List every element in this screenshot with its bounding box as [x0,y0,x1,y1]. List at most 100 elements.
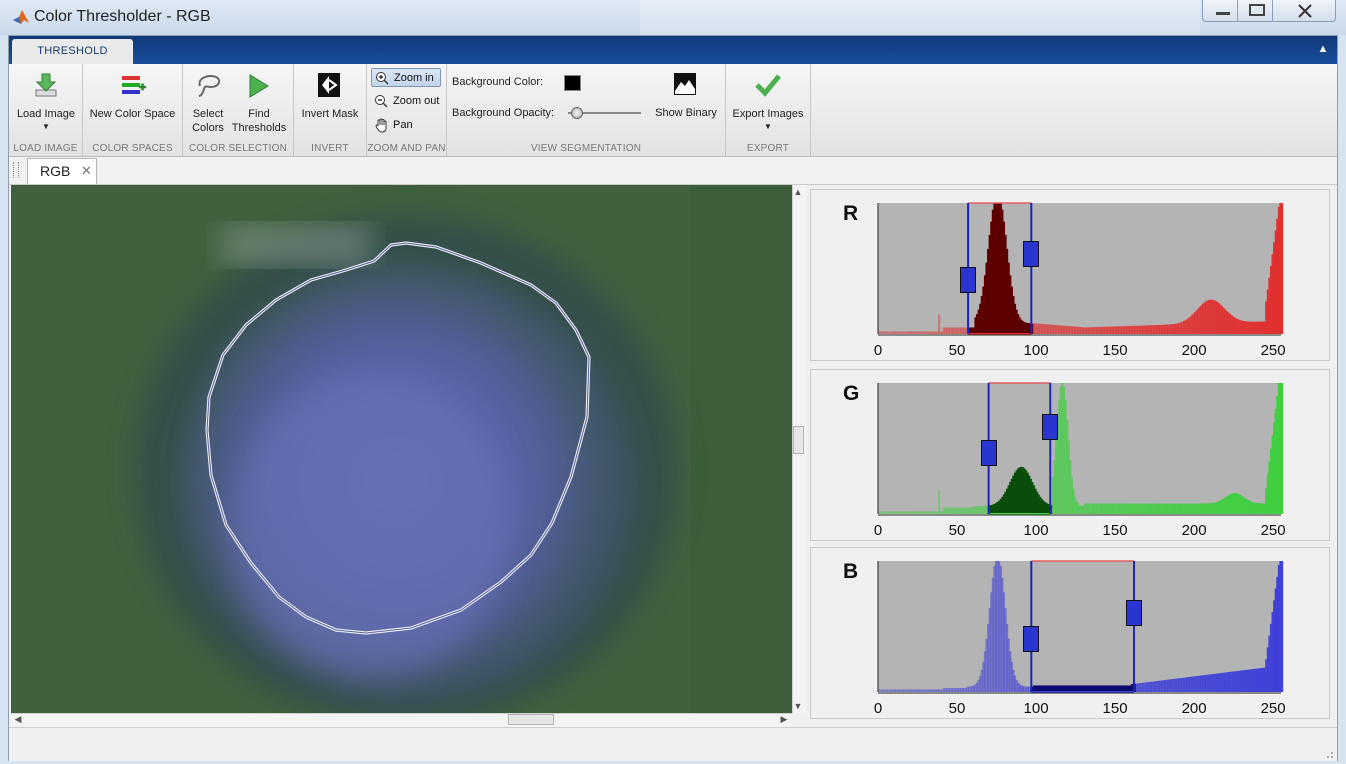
close-tab-icon[interactable]: ✕ [81,163,92,178]
scroll-down-icon[interactable]: ▼ [793,701,803,711]
new-color-space-button[interactable]: New Color Space [86,70,179,120]
select-colors-label-line1: Select [192,108,224,120]
x-tick-label: 0 [873,522,883,539]
x-tick-label: 150 [1102,522,1128,539]
document-tab-rgb[interactable] [27,158,97,184]
tab-threshold[interactable]: THRESHOLD [12,39,133,64]
background-window-strip [640,0,1200,35]
zoom-out-icon [375,95,388,108]
find-thresholds-label-line2: Thresholds [231,122,287,134]
threshold-min-handle[interactable] [980,440,997,466]
section-label-color-spaces: COLOR SPACES [92,143,173,154]
invert-mask-label: Invert Mask [301,108,359,120]
find-thresholds-button[interactable]: Find Thresholds [230,70,288,134]
section-label-load-image: LOAD IMAGE [13,143,78,154]
select-colors-label-line2: Colors [192,122,224,134]
resize-grip-icon[interactable] [1324,746,1334,758]
zoom-out-button[interactable]: Zoom out [371,92,443,111]
background-color-label: Background Color: [452,76,544,88]
histogram-panel-r [810,189,1330,361]
background-opacity-slider-thumb[interactable] [570,107,583,119]
x-tick-label: 200 [1181,700,1207,717]
binary-image-icon [674,73,696,95]
collapse-icon: ▲ [1317,43,1329,55]
x-tick-label: 100 [1023,522,1049,539]
histogram-channel-letter: B [843,560,859,583]
histogram-channel-letter: G [843,382,860,405]
show-binary-button[interactable]: Show Binary [650,70,722,120]
histogram-channel-letter: R [843,202,859,225]
scroll-left-icon[interactable]: ◀ [14,714,22,724]
threshold-max-handle[interactable] [1042,414,1059,440]
grip-handle-icon[interactable] [13,162,19,178]
x-tick-label: 100 [1023,342,1049,359]
dropdown-arrow-icon: ▼ [764,122,772,131]
window-title: Color Thresholder - RGB [34,8,211,25]
x-tick-label: 100 [1023,700,1049,717]
section-export: EXPORT [726,64,811,156]
document-tab-label: RGB [40,163,71,179]
checkmark-icon [755,74,781,97]
x-tick-label: 250 [1260,700,1286,717]
horizontal-scroll-thumb[interactable] [508,714,554,725]
document-tab-bar [9,157,1337,185]
zoom-in-button[interactable]: Zoom in [371,68,441,87]
load-image-button[interactable]: Load Image ▼ [14,70,78,132]
horizontal-scrollbar[interactable] [11,713,792,727]
threshold-min-handle[interactable] [1023,626,1040,652]
new-color-space-icon [122,76,146,94]
toolstrip [9,64,1337,157]
new-color-space-label: New Color Space [89,108,176,120]
x-tick-label: 200 [1181,342,1207,359]
select-colors-button[interactable]: Select Colors [186,70,230,134]
close-icon [1298,4,1312,18]
section-label-export: EXPORT [746,143,790,154]
section-label-view-segmentation: VIEW SEGMENTATION [530,143,642,154]
minimize-button[interactable] [1202,0,1242,22]
x-tick-label: 50 [948,342,966,359]
zoom-out-label: Zoom out [393,95,440,107]
export-images-label: Export Images [732,108,804,120]
invert-mask-button[interactable]: Invert Mask [297,70,363,120]
close-window-button[interactable] [1272,0,1336,22]
section-label-color-selection: COLOR SELECTION [188,143,288,154]
section-color-selection: COLOR SELECTION [183,64,294,156]
ribbon-tab-strip [9,36,1337,64]
x-tick-label: 250 [1260,522,1286,539]
threshold-max-handle[interactable] [1023,241,1040,267]
x-tick-label: 50 [948,522,966,539]
invert-mask-icon [318,73,340,97]
play-icon [249,74,269,98]
scroll-up-icon[interactable]: ▲ [793,187,803,197]
background-color-swatch[interactable] [564,75,581,91]
vertical-scroll-thumb[interactable] [793,426,804,454]
background-opacity-label: Background Opacity: [452,107,555,119]
collapse-ribbon-button[interactable]: ▲ [1316,42,1330,56]
x-tick-label: 150 [1102,700,1128,717]
section-zoom-and-pan: ZOOM AND PAN [367,64,447,156]
threshold-min-handle[interactable] [960,267,977,293]
section-invert: INVERT [294,64,367,156]
maximize-button[interactable] [1237,0,1277,22]
image-view[interactable] [11,185,792,713]
segmented-image [11,185,792,713]
threshold-max-handle[interactable] [1126,600,1143,626]
find-thresholds-label-line1: Find [248,108,270,120]
x-tick-label: 250 [1260,342,1286,359]
hand-icon [375,118,387,133]
maximize-icon [1249,4,1265,16]
matlab-logo-icon [13,10,29,24]
section-view-segmentation: VIEW SEGMENTATION [447,64,726,156]
histogram-panel-g [810,369,1330,541]
scroll-right-icon[interactable]: ▶ [780,714,788,724]
pan-button[interactable]: Pan [371,116,443,135]
x-tick-label: 150 [1102,342,1128,359]
export-images-button[interactable]: Export Images ▼ [729,70,807,132]
pan-label: Pan [393,119,413,131]
background-opacity-slider-track[interactable] [568,112,641,114]
x-tick-label: 0 [873,700,883,717]
histogram-panel-b [810,547,1330,719]
dropdown-arrow-icon: ▼ [42,122,50,131]
section-load-image: LOAD IMAGE [9,64,83,156]
section-label-zoom-and-pan: ZOOM AND PAN [367,143,446,154]
